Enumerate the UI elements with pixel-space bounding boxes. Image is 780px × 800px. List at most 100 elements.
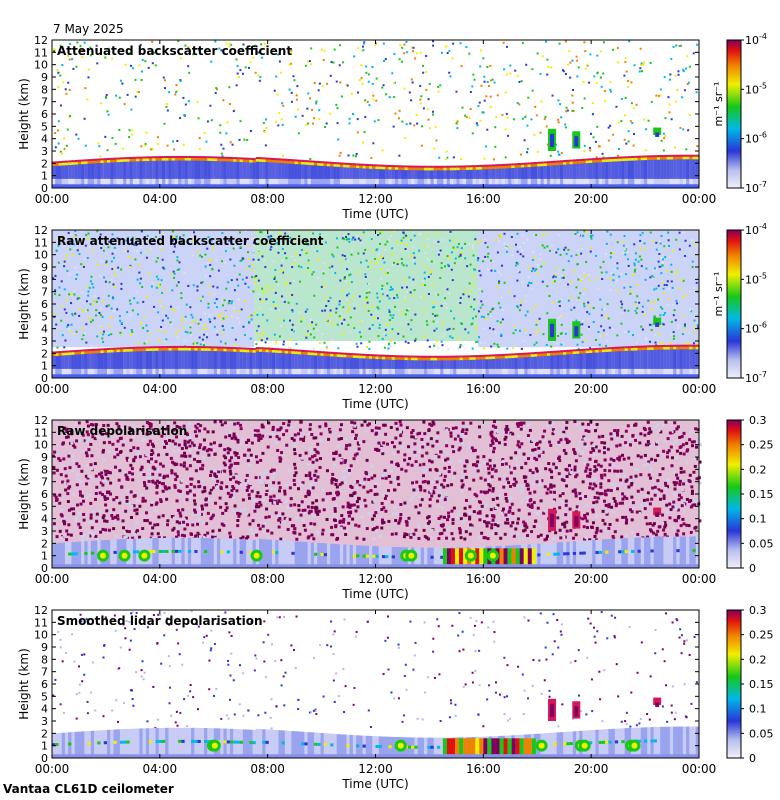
field-fill-day [254,230,478,341]
x-tick-label: 00:00 [35,382,70,396]
boundary-layer [52,726,700,758]
y-tick-label: 8 [41,273,48,286]
y-tick-label: 11 [34,426,48,439]
x-tick-label: 00:00 [682,382,717,396]
y-tick-label: 7 [41,286,48,299]
y-tick-label: 5 [41,120,48,133]
x-tick-label: 04:00 [143,572,178,586]
colorbar-gradient [726,609,742,759]
x-tick-label: 00:00 [35,762,70,776]
x-tick-label: 00:00 [35,192,70,206]
y-tick-label: 2 [41,727,48,740]
colorbar-tick-label: 0.05 [749,727,774,740]
boundary-layer [52,154,700,188]
y-tick-label: 1 [41,170,48,183]
colorbar-tick-label: 10-6 [745,321,767,336]
elevated-cloud [548,697,662,721]
field-background [52,610,698,730]
colorbar-tick-label: 10-5 [745,81,767,96]
x-ticks: 00:00 04:00 08:00 12:00 16:00 20:00 00:00 [35,40,717,206]
x-tick-label: 00:00 [682,572,717,586]
y-tick-label: 10 [34,629,48,642]
elevated-cloud [548,317,662,341]
colorbar-unit: m⁻¹ sr⁻¹ [712,82,725,127]
colorbar-unit: m⁻¹ sr⁻¹ [712,272,725,317]
boundary-layer [52,536,700,568]
colorbar-tick-label: 10-4 [745,32,767,47]
y-tick-label: 0 [41,182,48,195]
colorbar-tick-label: 0.05 [749,537,774,550]
y-tick-label: 9 [41,641,48,654]
x-tick-label: 04:00 [143,192,178,206]
y-tick-label: 8 [41,463,48,476]
y-tick-label: 5 [41,690,48,703]
x-tick-label: 04:00 [143,762,178,776]
x-tick-label: 00:00 [682,192,717,206]
y-tick-label: 11 [34,46,48,59]
x-tick-label: 08:00 [250,382,285,396]
y-tick-label: 11 [34,236,48,249]
x-tick-label: 16:00 [466,572,501,586]
y-tick-label: 10 [34,439,48,452]
x-ticks: 00:00 04:00 08:00 12:00 16:00 20:00 00:00 [35,610,717,776]
x-tick-label: 16:00 [466,192,501,206]
colorbar-tick-label: 10-4 [745,222,767,237]
y-tick-label: 6 [41,678,48,691]
field-background [52,40,699,161]
colorbar-tick-label: 0.1 [749,513,767,526]
colorbar-gradient [726,419,742,569]
y-tick-label: 7 [41,96,48,109]
y-tick-label: 4 [41,703,48,716]
y-tick-label: 1 [41,740,48,753]
field-background [52,230,700,351]
x-tick-label: 20:00 [574,192,609,206]
y-tick-label: 3 [41,525,48,538]
x-tick-label: 12:00 [358,382,393,396]
x-tick-label: 00:00 [682,762,717,776]
colorbar-tick-label: 10-6 [745,131,767,146]
colorbar: 10-4 10-5 10-6 10-7 m⁻¹ sr⁻¹ [712,32,767,195]
colorbar-tick-label: 0 [749,752,756,765]
y-tick-label: 3 [41,145,48,158]
x-tick-label: 04:00 [143,382,178,396]
y-tick-label: 9 [41,71,48,84]
panel-title: Raw depolarisation [57,424,187,438]
y-axis-label: Height (km) [17,268,31,339]
elevated-cloud [548,507,662,531]
y-tick-label: 10 [34,249,48,262]
y-tick-label: 6 [41,108,48,121]
colorbar-tick-label: 0.3 [749,414,767,427]
elevated-cloud [548,127,662,151]
y-axis-label: Height (km) [17,458,31,529]
y-tick-label: 4 [41,513,48,526]
colorbar-tick-label: 0 [749,562,756,575]
y-tick-label: 0 [41,372,48,385]
colorbar-tick-label: 0.1 [749,703,767,716]
y-tick-label: 2 [41,347,48,360]
x-axis-label: Time (UTC) [341,207,408,221]
y-tick-label: 4 [41,133,48,146]
x-tick-label: 08:00 [250,762,285,776]
colorbar-tick-label: 0.2 [749,463,767,476]
y-tick-label: 7 [41,476,48,489]
y-tick-label: 12 [34,604,48,617]
y-tick-label: 8 [41,653,48,666]
x-tick-label: 08:00 [250,572,285,586]
y-tick-label: 5 [41,310,48,323]
panel-title: Raw attenuated backscatter coefficient [57,234,324,248]
y-tick-label: 6 [41,488,48,501]
y-tick-label: 2 [41,537,48,550]
x-tick-label: 16:00 [466,762,501,776]
y-tick-label: 3 [41,335,48,348]
y-tick-label: 2 [41,157,48,170]
colorbar: 0.3 0.25 0.2 0.15 0.1 0.05 0 [726,604,774,765]
colorbar-tick-label: 10-7 [745,180,767,195]
x-ticks: 00:00 04:00 08:00 12:00 16:00 20:00 00:00 [35,420,717,586]
